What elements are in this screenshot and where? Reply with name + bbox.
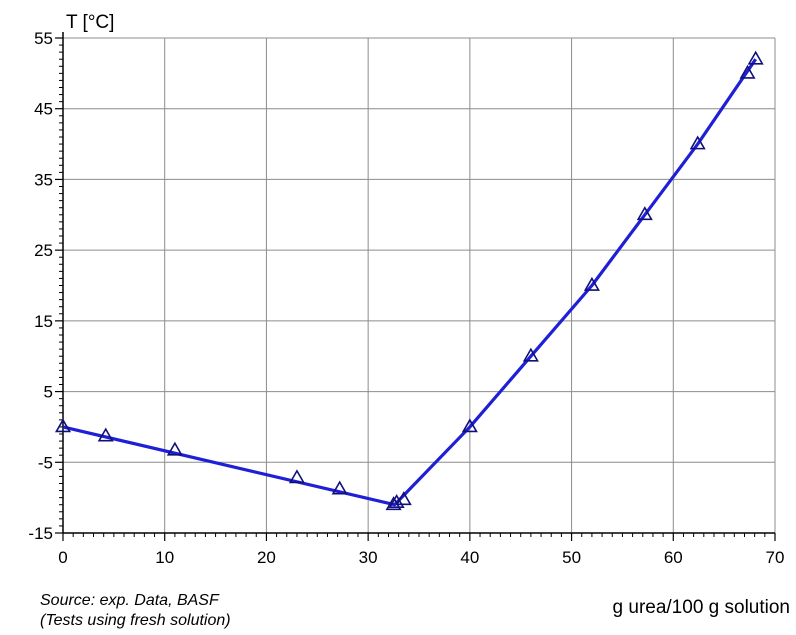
y-tick-label: 35 <box>34 170 53 189</box>
data-point-marker <box>583 276 600 291</box>
y-tick-label: -5 <box>38 453 53 472</box>
x-tick-label: 40 <box>460 548 479 567</box>
data-point-marker <box>331 480 348 495</box>
series-line <box>62 58 757 507</box>
data-point-marker <box>636 206 653 221</box>
x-tick-label: 50 <box>562 548 581 567</box>
data-point-marker <box>388 493 405 508</box>
data-point-marker <box>747 50 764 65</box>
y-tick-label: 55 <box>34 29 53 48</box>
data-point-marker <box>689 135 706 150</box>
x-axis-title: g urea/100 g solution <box>613 597 790 618</box>
x-tick-label: 30 <box>359 548 378 567</box>
x-tick-label: 20 <box>257 548 276 567</box>
y-tick-label: -15 <box>28 524 53 543</box>
series <box>54 50 764 511</box>
y-tick-label: 25 <box>34 241 53 260</box>
x-tick-label: 60 <box>664 548 683 567</box>
source-note-detail: (Tests using fresh solution) <box>40 612 231 629</box>
data-point-marker <box>166 441 183 456</box>
source-note: Source: exp. Data, BASF <box>40 592 219 609</box>
y-tick-label: 5 <box>44 383 53 402</box>
x-tick-label: 0 <box>58 548 67 567</box>
data-point-marker <box>522 347 539 362</box>
data-point-marker <box>54 418 72 433</box>
minor-ticks <box>59 44 766 537</box>
data-point-marker <box>395 491 412 506</box>
x-tick-label: 10 <box>155 548 174 567</box>
data-point-marker <box>288 469 305 484</box>
y-axis-title: T [°C] <box>66 12 114 33</box>
y-tick-label: 15 <box>34 312 53 331</box>
data-point-marker <box>461 418 478 433</box>
y-tick-label: 45 <box>34 100 53 119</box>
data-point-marker <box>97 427 114 442</box>
data-point-marker <box>739 64 756 79</box>
x-tick-label: 70 <box>766 548 785 567</box>
grid <box>63 37 776 533</box>
x-tick-labels: 0 10 20 30 40 50 60 70 <box>58 548 784 567</box>
y-tick-labels: -15 -5 5 15 25 35 45 55 <box>28 29 53 543</box>
